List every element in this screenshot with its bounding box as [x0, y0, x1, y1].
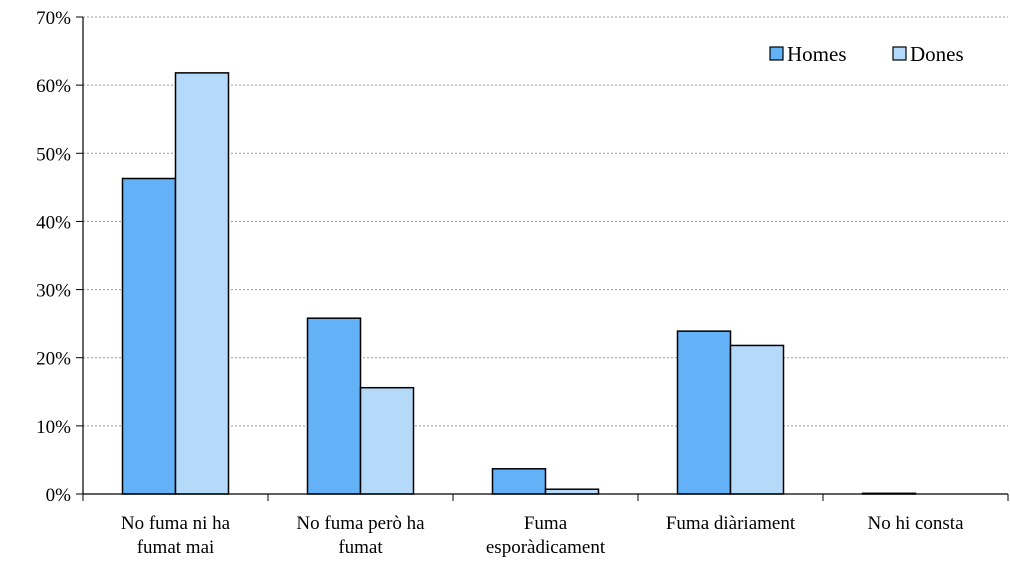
- bar-dones: [544, 488, 600, 495]
- bar-homes: [121, 177, 177, 495]
- y-tick-label: 10%: [36, 417, 71, 438]
- y-tick-label: 40%: [36, 212, 71, 233]
- y-tick-label: 60%: [36, 76, 71, 97]
- y-tick-label: 70%: [36, 8, 71, 29]
- bar-dones: [729, 344, 785, 495]
- legend-label-dones: Dones: [910, 42, 964, 66]
- y-tick-label: 30%: [36, 281, 71, 302]
- legend-swatch-homes: [769, 46, 784, 61]
- bar-homes: [491, 468, 547, 495]
- y-tick-label: 50%: [36, 144, 71, 165]
- bar-homes: [676, 330, 732, 495]
- category-label: No fuma ni ha: [121, 513, 231, 534]
- category-label: esporàdicament: [486, 537, 606, 558]
- category-label: fumat mai: [137, 537, 215, 558]
- bar-dones: [174, 72, 230, 495]
- category-label: Fuma diàriament: [666, 513, 796, 534]
- legend-swatch-dones: [892, 46, 907, 61]
- category-label: fumat: [338, 537, 383, 558]
- category-label: Fuma: [524, 513, 568, 534]
- y-tick-label: 0%: [46, 485, 72, 506]
- bar-dones: [359, 386, 415, 495]
- bar-homes: [306, 317, 362, 495]
- legend-label-homes: Homes: [787, 42, 847, 66]
- y-tick-label: 20%: [36, 349, 71, 370]
- category-label: No fuma però ha: [296, 513, 425, 534]
- category-label: No hi consta: [867, 513, 964, 534]
